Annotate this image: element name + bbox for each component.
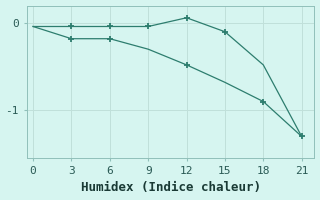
X-axis label: Humidex (Indice chaleur): Humidex (Indice chaleur): [81, 181, 260, 194]
